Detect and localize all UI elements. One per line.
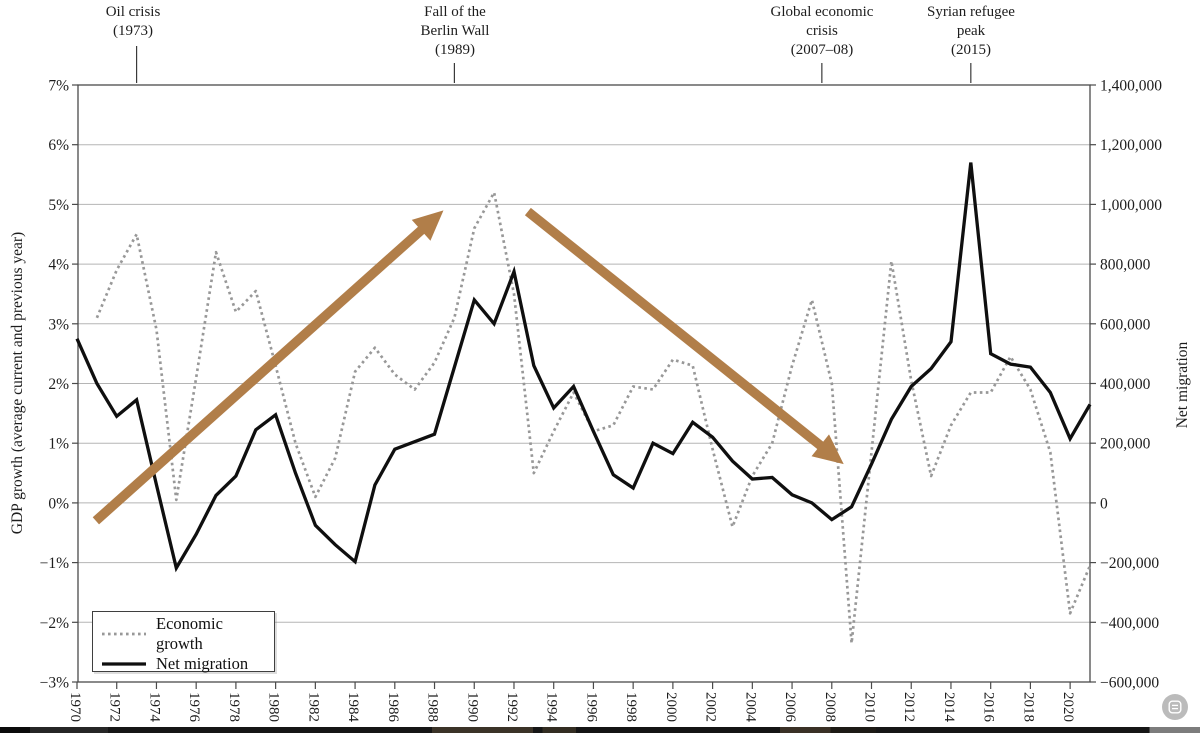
y-tick-label-left: 7% bbox=[48, 78, 69, 95]
x-tick-label: 2008 bbox=[822, 692, 838, 722]
x-tick-label: 2010 bbox=[862, 692, 878, 722]
annotation-oil-crisis: Oil crisis (1973) bbox=[73, 3, 193, 41]
x-tick-label: 1998 bbox=[623, 692, 639, 722]
right-axis-title: Net migration bbox=[1174, 341, 1191, 429]
y-tick-label-left: 3% bbox=[48, 316, 69, 333]
annotation-text: (1989) bbox=[435, 42, 475, 59]
y-tick-label-right: 1,200,000 bbox=[1100, 137, 1162, 154]
y-tick-label-left: 4% bbox=[48, 257, 69, 274]
y-tick-label-right: 600,000 bbox=[1100, 316, 1151, 333]
scan-icon bbox=[1168, 700, 1182, 714]
x-tick-label: 1988 bbox=[425, 692, 441, 722]
y-tick-label-right: 400,000 bbox=[1100, 376, 1151, 393]
y-tick-label-left: −2% bbox=[40, 615, 69, 632]
y-tick-label-right: 200,000 bbox=[1100, 436, 1151, 453]
x-tick-label: 2020 bbox=[1060, 692, 1076, 722]
rising-trend-arrow-shaft bbox=[92, 217, 435, 525]
chart-legend: Economic growth Net migration bbox=[92, 611, 275, 674]
lens-badge[interactable] bbox=[1162, 694, 1188, 720]
x-tick-label: 1982 bbox=[305, 692, 321, 722]
legend-item-economic-growth: Economic growth bbox=[101, 614, 266, 654]
y-tick-label-right: −200,000 bbox=[1100, 555, 1159, 572]
x-tick-label: 1990 bbox=[464, 692, 480, 722]
annotation-text: Berlin Wall bbox=[420, 23, 490, 40]
x-tick-label: 2006 bbox=[782, 692, 798, 723]
x-tick-label: 2018 bbox=[1020, 692, 1036, 722]
x-tick-label: 1996 bbox=[583, 692, 599, 723]
y-tick-label-right: 1,400,000 bbox=[1100, 78, 1162, 95]
x-tick-label: 2012 bbox=[901, 692, 917, 722]
y-tick-label-left: −1% bbox=[40, 555, 69, 572]
window-edge-bar bbox=[0, 727, 1200, 733]
annotation-berlin-wall: Fall of the Berlin Wall (1989) bbox=[393, 3, 517, 60]
y-tick-label-left: 5% bbox=[48, 197, 69, 214]
annotation-text: (1973) bbox=[113, 23, 153, 40]
x-tick-label: 1978 bbox=[226, 692, 242, 722]
legend-label: Economic growth bbox=[156, 614, 223, 653]
y-tick-label-right: 0 bbox=[1100, 495, 1108, 512]
annotation-text: (2007–08) bbox=[790, 42, 854, 59]
legend-item-net-migration: Net migration bbox=[101, 654, 266, 674]
x-tick-label: 2014 bbox=[941, 692, 957, 723]
rising-trend-arrow-head bbox=[411, 210, 444, 241]
x-tick-label: 1984 bbox=[345, 692, 361, 723]
y-tick-label-right: −400,000 bbox=[1100, 615, 1159, 632]
y-tick-label-left: −3% bbox=[40, 675, 69, 692]
dotted-line-sample bbox=[102, 632, 146, 636]
y-tick-label-right: −600,000 bbox=[1100, 675, 1159, 692]
solid-line-sample bbox=[102, 662, 146, 666]
x-tick-label: 2002 bbox=[703, 692, 719, 722]
falling-trend-arrow-head bbox=[811, 434, 844, 465]
left-axis-title: GDP growth (average current and previous… bbox=[9, 231, 26, 535]
x-tick-label: 2016 bbox=[981, 692, 997, 723]
annotation-text: Oil crisis bbox=[105, 4, 161, 20]
y-tick-label-left: 0% bbox=[48, 495, 69, 512]
y-tick-label-right: 800,000 bbox=[1100, 257, 1151, 274]
annotation-text: crisis bbox=[806, 23, 838, 40]
x-tick-label: 1980 bbox=[266, 692, 282, 722]
legend-label: Net migration bbox=[156, 654, 249, 673]
annotation-text: peak bbox=[956, 23, 986, 40]
annotation-text: Fall of the bbox=[424, 4, 486, 20]
annotation-global-crisis: Global economic crisis (2007–08) bbox=[747, 3, 897, 60]
x-tick-label: 1976 bbox=[186, 692, 202, 723]
x-tick-label: 1974 bbox=[146, 692, 162, 723]
falling-trend-arrow-shaft bbox=[524, 207, 834, 458]
x-tick-label: 2004 bbox=[742, 692, 758, 723]
x-tick-label: 1972 bbox=[107, 692, 123, 722]
annotation-text: (2015) bbox=[951, 42, 991, 59]
x-tick-label: 1992 bbox=[504, 692, 520, 722]
y-tick-label-left: 2% bbox=[48, 376, 69, 393]
x-tick-label: 1994 bbox=[544, 692, 560, 723]
annotation-text: Syrian refugee bbox=[927, 4, 1015, 20]
annotation-text: Global economic bbox=[770, 4, 874, 20]
series-net-migration bbox=[75, 162, 1092, 573]
x-tick-label: 2000 bbox=[663, 692, 679, 722]
y-tick-label-left: 6% bbox=[48, 137, 69, 154]
x-tick-label: 1970 bbox=[67, 692, 83, 722]
annotation-syrian-peak: Syrian refugee peak (2015) bbox=[909, 3, 1033, 60]
y-tick-label-left: 1% bbox=[48, 436, 69, 453]
x-tick-label: 1986 bbox=[385, 692, 401, 723]
y-tick-label-right: 1,000,000 bbox=[1100, 197, 1162, 214]
